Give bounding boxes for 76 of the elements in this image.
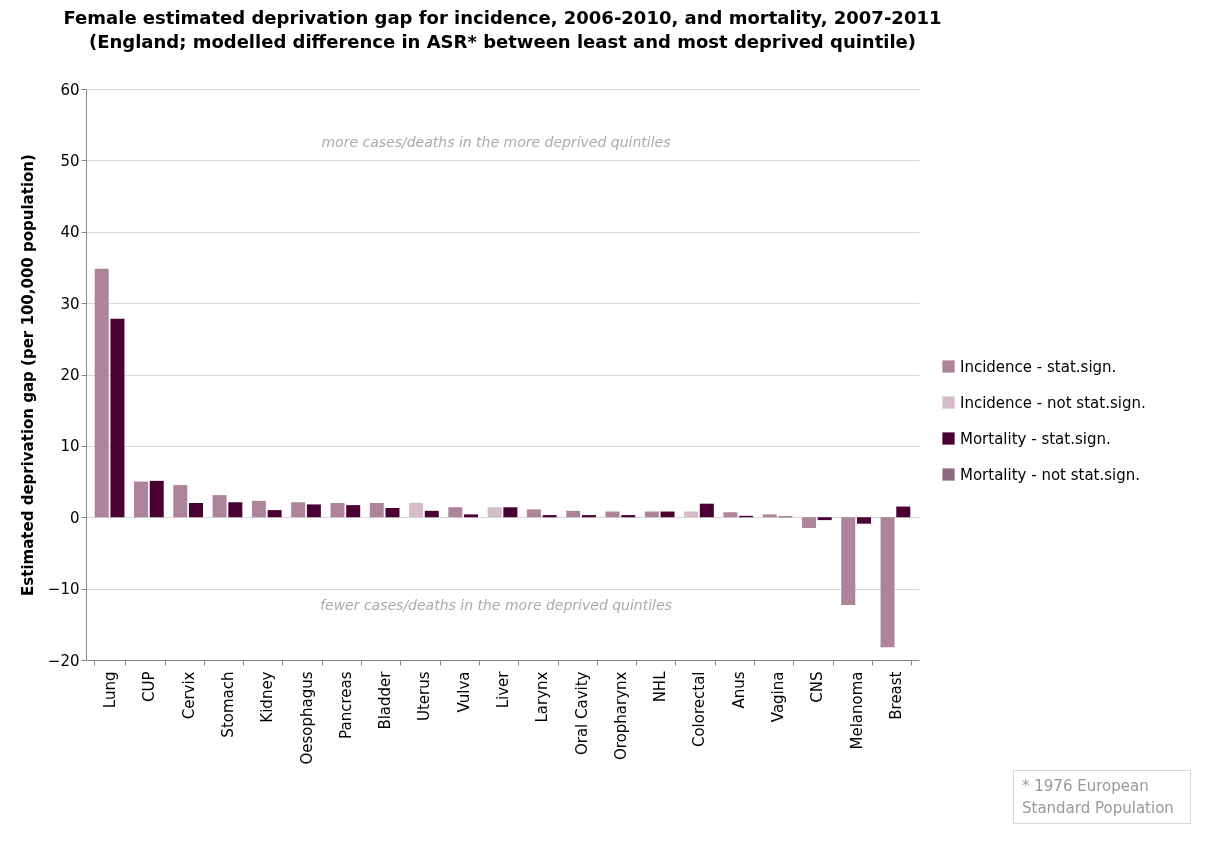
annotation: fewer cases/deaths in the more deprived quintiles bbox=[320, 597, 672, 614]
bar bbox=[566, 510, 581, 518]
chart-title: Female estimated deprivation gap for incidence, 2006-2010, and mortality, 2007-2011 bbox=[63, 7, 942, 28]
bar bbox=[723, 512, 738, 518]
bar bbox=[291, 502, 306, 518]
x-tick-label: NHL bbox=[651, 670, 670, 703]
bar bbox=[346, 505, 361, 518]
bar bbox=[94, 268, 109, 518]
bar bbox=[251, 500, 266, 518]
x-tick-label: CUP bbox=[140, 671, 159, 702]
x-tick-label: Uterus bbox=[415, 671, 434, 722]
x-tick-label: Melanoma bbox=[847, 671, 866, 750]
bar bbox=[856, 517, 871, 524]
x-tick-label: Vulva bbox=[454, 671, 473, 713]
bar bbox=[542, 515, 557, 518]
x-tick-label: CNS bbox=[808, 671, 827, 703]
bar bbox=[841, 517, 856, 606]
legend-label: Mortality - stat.sign. bbox=[960, 429, 1111, 448]
y-tick-label: −10 bbox=[47, 580, 80, 599]
y-tick-label: 20 bbox=[60, 366, 80, 384]
bar bbox=[189, 502, 204, 518]
x-tick-label: Oesophagus bbox=[297, 671, 316, 765]
bar bbox=[817, 517, 832, 521]
legend-label: Incidence - stat.sign. bbox=[960, 357, 1117, 376]
x-tick-label: Vagina bbox=[769, 671, 788, 723]
bar bbox=[581, 515, 596, 518]
bar bbox=[149, 480, 164, 518]
x-tick-label: Breast bbox=[886, 671, 905, 720]
chart-subtitle: (England; modelled difference in ASR* between least and most deprived quintile) bbox=[88, 31, 917, 52]
x-tick-label: Stomach bbox=[218, 671, 237, 738]
bar bbox=[487, 507, 502, 518]
y-axis-title: Estimated deprivation gap (per 100,000 population) bbox=[18, 154, 37, 596]
bar bbox=[110, 318, 125, 518]
bar bbox=[173, 485, 188, 518]
y-tick-label: 0 bbox=[69, 508, 80, 527]
legend-label: Incidence - not stat.sign. bbox=[960, 393, 1146, 412]
x-tick-label: Lung bbox=[101, 671, 120, 709]
bar bbox=[424, 510, 439, 518]
y-tick-label: 60 bbox=[60, 80, 80, 99]
bar bbox=[134, 481, 149, 518]
bar bbox=[896, 506, 911, 518]
x-tick-label: Kidney bbox=[258, 671, 277, 723]
y-tick-label: 30 bbox=[60, 294, 80, 313]
bar bbox=[699, 503, 714, 518]
x-tick-label: Anus bbox=[729, 671, 748, 709]
bar bbox=[267, 510, 282, 518]
legend-label: Mortality - not stat.sign. bbox=[960, 465, 1141, 484]
bar bbox=[385, 507, 400, 518]
bar bbox=[228, 502, 243, 518]
bar bbox=[306, 504, 321, 518]
x-tick-label: Cervix bbox=[179, 671, 198, 720]
bar bbox=[409, 502, 424, 518]
text: * 1976 European Standard Population bbox=[1013, 770, 1191, 824]
bar bbox=[464, 514, 479, 518]
y-tick-label: 50 bbox=[60, 151, 80, 170]
bar bbox=[330, 502, 345, 518]
bar bbox=[762, 514, 777, 518]
x-tick-label: Colorectal bbox=[690, 671, 709, 748]
bar bbox=[369, 502, 384, 518]
bar bbox=[526, 509, 541, 518]
y-tick-label: −20 bbox=[47, 651, 80, 670]
x-tick-label: Oral Cavity bbox=[572, 671, 591, 756]
y-tick-label: 10 bbox=[60, 437, 80, 456]
x-tick-label: Oropharynx bbox=[611, 671, 630, 760]
bar bbox=[621, 515, 636, 518]
bar bbox=[503, 507, 518, 518]
bar bbox=[880, 517, 895, 648]
bar bbox=[212, 495, 227, 518]
x-tick-label: Liver bbox=[494, 670, 512, 709]
bar bbox=[448, 507, 463, 518]
x-tick-label: Bladder bbox=[376, 670, 395, 730]
annotation: more cases/deaths in the more deprived quintiles bbox=[321, 133, 671, 150]
bar bbox=[801, 517, 816, 528]
x-tick-label: Larynx bbox=[533, 671, 552, 723]
x-tick-label: Pancreas bbox=[336, 671, 355, 739]
y-tick-label: 40 bbox=[60, 223, 80, 242]
